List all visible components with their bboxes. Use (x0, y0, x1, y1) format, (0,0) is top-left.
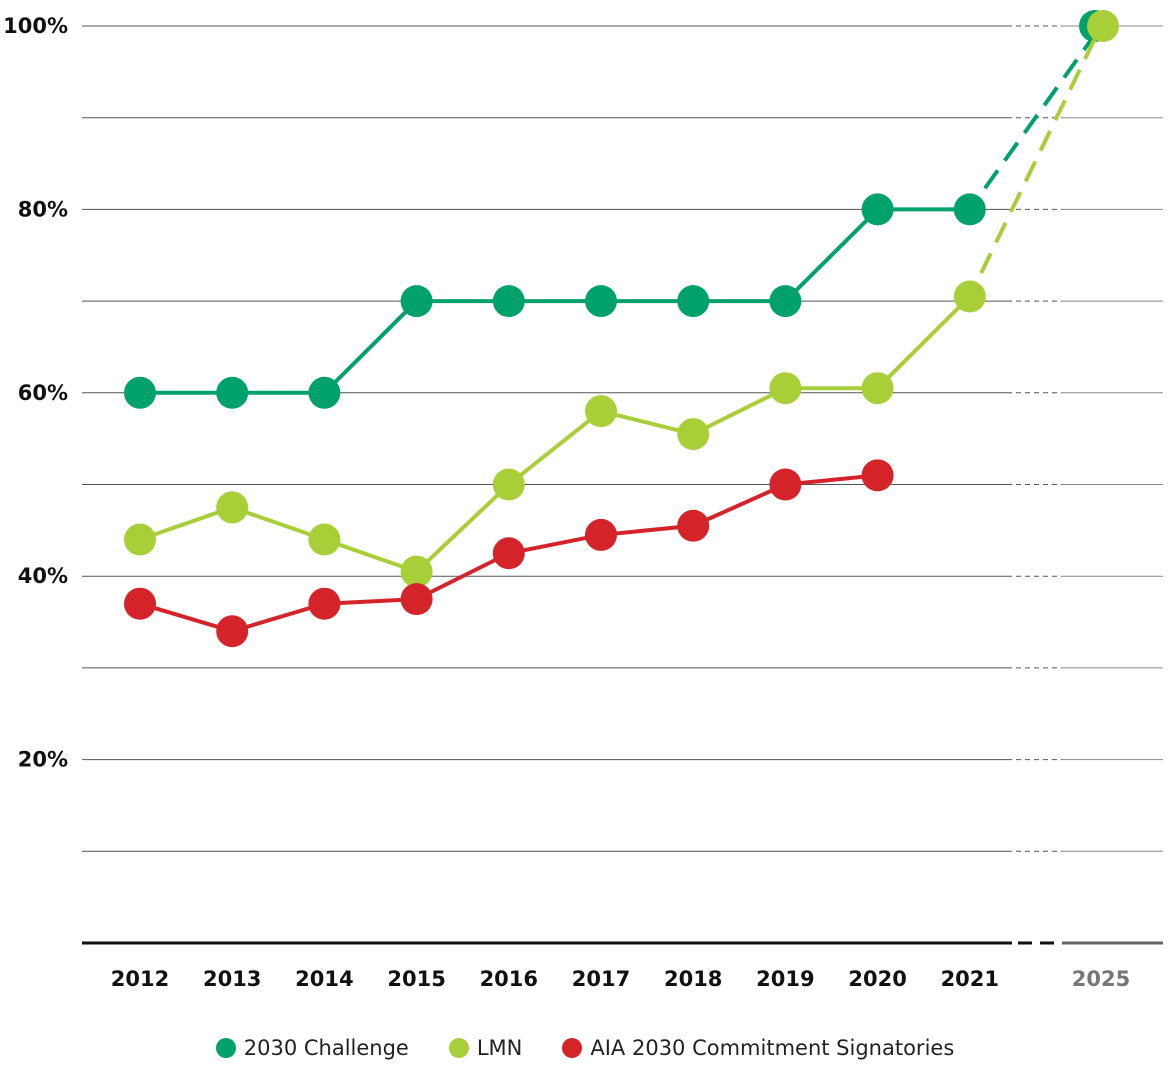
series-1 (124, 10, 1119, 588)
data-point (585, 395, 617, 428)
data-point (308, 587, 341, 620)
data-point (769, 372, 802, 405)
data-point (124, 587, 156, 620)
data-point (769, 285, 802, 318)
data-point (585, 518, 617, 551)
y-tick-label: 40% (18, 564, 68, 588)
x-tick-label: 2019 (756, 967, 814, 991)
data-point (861, 372, 894, 405)
data-point (861, 193, 894, 226)
x-tick-label: 2018 (664, 967, 722, 991)
line-chart: 20%40%60%80%100% 2012 2013 2014 2015 2016 201… (3, 10, 1163, 991)
data-point (124, 523, 156, 556)
data-point (953, 193, 986, 226)
data-point (216, 615, 249, 648)
data-point (677, 418, 710, 451)
x-axis: 2012 2013 2014 2015 2016 2017 2018 2019 2020 2021… (111, 967, 1130, 991)
legend-marker (215, 1038, 236, 1058)
data-point (216, 491, 249, 524)
series-line (139, 295, 972, 574)
legend-label: LMN (476, 1036, 523, 1060)
y-axis: 20% 40% 60% 80% 100% (3, 14, 68, 772)
series-line (140, 207, 970, 395)
series-2 (124, 459, 894, 648)
x-tick-label: 2015 (387, 967, 445, 991)
data-point (861, 459, 894, 492)
x-tick-label: 2016 (480, 967, 538, 991)
data-point (124, 376, 156, 409)
data-point (677, 285, 710, 318)
x-tick-label: 2013 (203, 967, 261, 991)
data-point (308, 376, 341, 409)
data-point (400, 285, 433, 318)
data-point (400, 583, 433, 616)
series-projection-line (968, 25, 1103, 298)
x-tick-label: 2014 (295, 967, 353, 991)
legend-marker (562, 1038, 583, 1058)
legend: 2030 Challenge LMN AIA 2030 Commitment Sig… (0, 1032, 1170, 1064)
legend-label: AIA 2030 Commitment Signatories (590, 1036, 955, 1060)
gridlines (82, 25, 1163, 945)
series-projection-line (968, 24, 1103, 211)
y-tick-label: 80% (18, 197, 68, 221)
data-point (677, 509, 710, 542)
legend-item: AIA 2030 Commitment Signatories (562, 1036, 954, 1060)
data-point (769, 468, 802, 501)
y-tick-label: 100% (3, 14, 68, 38)
x-tick-label: 2017 (572, 967, 630, 991)
legend-item: LMN (448, 1036, 523, 1060)
data-point (492, 285, 525, 318)
legend-label: 2030 Challenge (243, 1036, 409, 1060)
series-group (124, 10, 1119, 648)
data-point (585, 285, 617, 318)
data-point (216, 376, 249, 409)
y-tick-label: 60% (18, 381, 68, 405)
x-tick-label: 2012 (111, 967, 169, 991)
x-tick-label: 2021 (941, 967, 999, 991)
data-point (492, 468, 525, 501)
data-point (953, 280, 986, 313)
series-0 (124, 10, 1111, 409)
data-point (1087, 10, 1119, 42)
legend-item: 2030 Challenge (215, 1036, 409, 1060)
data-point (400, 555, 433, 588)
x-tick-label: 2025 (1072, 967, 1130, 991)
y-tick-label: 20% (18, 748, 68, 772)
legend-marker (448, 1038, 469, 1058)
data-point (492, 537, 525, 570)
x-tick-label: 2020 (848, 967, 906, 991)
data-point (308, 523, 341, 556)
